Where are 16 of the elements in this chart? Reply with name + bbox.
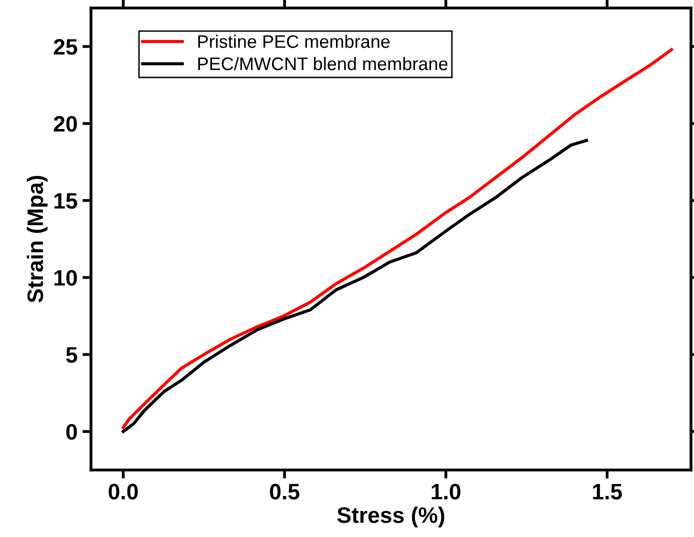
y-tick-label: 5 — [66, 347, 78, 363]
x-tick-label: 0.5 — [270, 484, 300, 500]
x-tick-label: 1.0 — [432, 484, 460, 500]
x-tick-label: 1.5 — [593, 484, 622, 500]
legend-label: PEC/MWCNT blend membrane — [198, 56, 448, 70]
y-tick-label: 15 — [54, 193, 78, 209]
x-tick-label: 0.0 — [108, 484, 138, 500]
y-tick-label: 20 — [54, 116, 77, 132]
y-tick-label: 25 — [54, 39, 78, 55]
y-axis-title: Strain (Mpa) — [26, 176, 48, 303]
x-axis-title: Stress (%) — [337, 506, 444, 528]
line-series — [122, 48, 674, 430]
line-series — [122, 138, 588, 434]
y-tick-label: 0 — [66, 424, 77, 440]
legend-label: Pristine PEC membrane — [198, 34, 390, 48]
y-tick-label: 10 — [54, 270, 77, 286]
